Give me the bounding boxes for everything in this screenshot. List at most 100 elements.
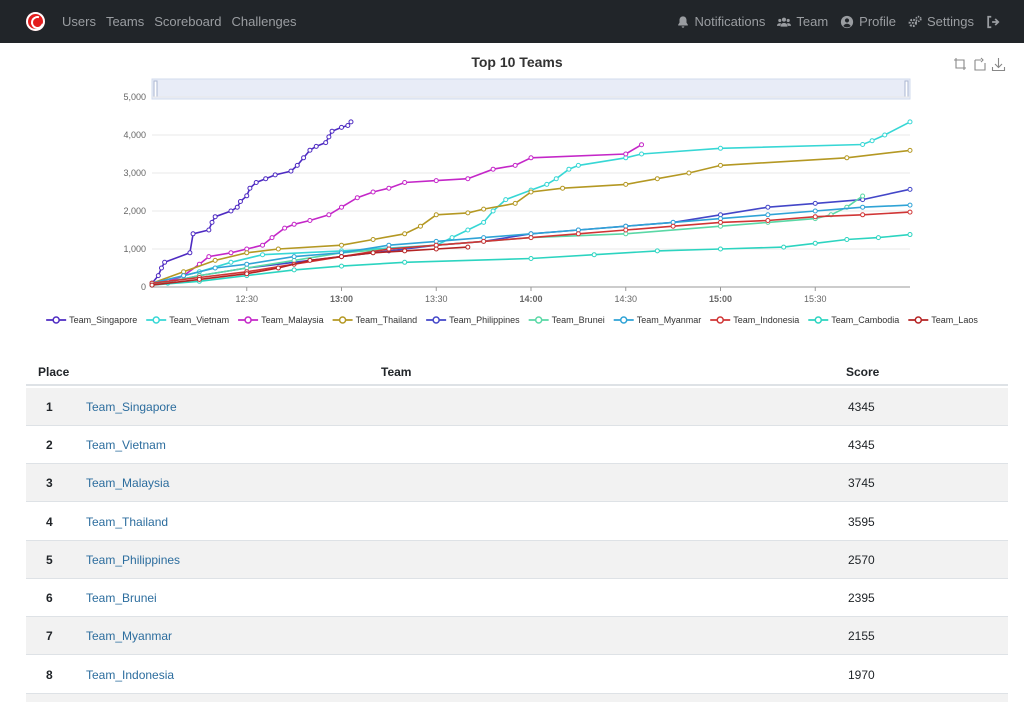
nav-users-link[interactable]: Users (62, 14, 96, 29)
data-point (291, 254, 297, 260)
data-point (275, 265, 281, 271)
score-cell: 2395 (848, 591, 875, 605)
data-point (860, 204, 866, 210)
top-navbar: Users Teams Scoreboard Challenges Notifi… (0, 0, 1024, 43)
nav-profile-link[interactable]: Profile (840, 14, 896, 29)
place-cell: 1 (46, 400, 53, 414)
data-point (339, 242, 344, 248)
nav-profile-label: Profile (859, 14, 897, 29)
data-point (162, 259, 168, 265)
data-point (433, 178, 439, 184)
data-point (370, 189, 376, 195)
data-point (907, 209, 913, 215)
data-point (591, 252, 597, 258)
data-point (370, 237, 376, 242)
score-column-header: Score (846, 365, 880, 379)
nav-settings-link[interactable]: Settings (908, 14, 974, 29)
nav-teams-link[interactable]: Teams (105, 14, 145, 29)
table-row: 6 Team_Brunei 2395 (26, 579, 1008, 617)
data-point (869, 138, 875, 144)
team-link[interactable]: Team_Thailand (86, 515, 169, 529)
legend-item: Team_Thailand (356, 315, 418, 325)
y-tick-label: 3,000 (123, 168, 146, 178)
table-row: 7 Team_Myanmar 2155 (26, 617, 1008, 655)
data-point (339, 124, 344, 130)
x-tick-label: 15:30 (804, 294, 827, 304)
data-point (339, 263, 344, 269)
users-icon (777, 17, 792, 27)
data-point (263, 176, 269, 182)
data-point (260, 252, 266, 258)
series-line (151, 149, 911, 284)
team-link[interactable]: Team_Vietnam (86, 438, 166, 452)
bell-icon (677, 15, 688, 28)
datazoom-slider (151, 78, 911, 100)
data-point (575, 162, 581, 168)
nav-challenges-link[interactable]: Challenges (231, 14, 297, 29)
x-tick-label: 14:30 (614, 294, 637, 304)
nav-scoreboard-link[interactable]: Scoreboard (154, 14, 222, 29)
logout-button[interactable] (986, 15, 1000, 29)
legend-swatch-marker (152, 316, 160, 324)
score-cell: 4345 (848, 400, 875, 414)
data-point (402, 259, 408, 265)
zoom-icon[interactable] (953, 57, 968, 72)
data-point (654, 248, 660, 254)
legend-item: Team_Indonesia (733, 315, 799, 325)
table-row: 8 Team_Indonesia 1970 (26, 656, 1008, 694)
nav-notifications-link[interactable]: Notifications (676, 14, 765, 29)
data-point (326, 212, 332, 218)
team-link[interactable]: Team_Malaysia (86, 476, 170, 490)
data-point (812, 200, 818, 206)
zoom-reset-icon[interactable] (972, 57, 987, 72)
data-point (181, 273, 187, 279)
data-point (654, 176, 660, 182)
data-point (512, 200, 518, 206)
x-tick-label: 12:30 (235, 294, 258, 304)
data-point (212, 265, 218, 271)
data-point (765, 204, 771, 210)
legend-swatch-marker (914, 316, 923, 324)
y-tick-label: 4,000 (123, 130, 146, 140)
data-point (339, 254, 344, 260)
nav-team-link[interactable]: Team (777, 14, 828, 29)
nav-settings-label: Settings (927, 14, 974, 29)
y-tick-label: 5,000 (123, 92, 146, 102)
team-link[interactable]: Team_Indonesia (86, 668, 175, 682)
team-link[interactable]: Team_Brunei (86, 591, 157, 605)
data-point (370, 250, 376, 256)
data-point (512, 162, 518, 168)
place-cell: 2 (46, 438, 53, 452)
x-tick-label: 15:00 (709, 294, 732, 304)
data-point (209, 219, 215, 225)
data-point (623, 151, 629, 157)
data-point (301, 155, 307, 161)
datazoom-right-handle (904, 80, 909, 98)
download-icon[interactable] (991, 57, 1006, 72)
data-point (860, 193, 866, 199)
table-row: 1 Team_Singapore 4345 (26, 388, 1008, 426)
data-point (528, 235, 534, 241)
data-point (228, 250, 234, 256)
data-point (326, 134, 332, 140)
team-link[interactable]: Team_Philippines (86, 553, 181, 567)
data-point (575, 231, 581, 237)
data-point (718, 145, 723, 151)
team-link[interactable]: Team_Myanmar (86, 629, 173, 643)
place-cell: 3 (46, 476, 53, 490)
data-point (158, 265, 164, 271)
data-point (433, 246, 439, 252)
team-link[interactable]: Team_Singapore (86, 400, 177, 414)
ctf-logo-icon[interactable] (26, 12, 45, 31)
score-cell: 3595 (848, 515, 875, 529)
legend-item: Team_Singapore (69, 315, 137, 325)
gears-icon (908, 15, 922, 27)
y-tick-label: 0 (141, 282, 146, 292)
data-point (433, 212, 439, 218)
table-row (26, 694, 1008, 702)
scoreboard-table-header: Place Team Score (26, 360, 1008, 386)
series-line (151, 246, 468, 286)
data-point (234, 204, 240, 210)
data-point (307, 147, 313, 153)
data-point (386, 246, 392, 252)
